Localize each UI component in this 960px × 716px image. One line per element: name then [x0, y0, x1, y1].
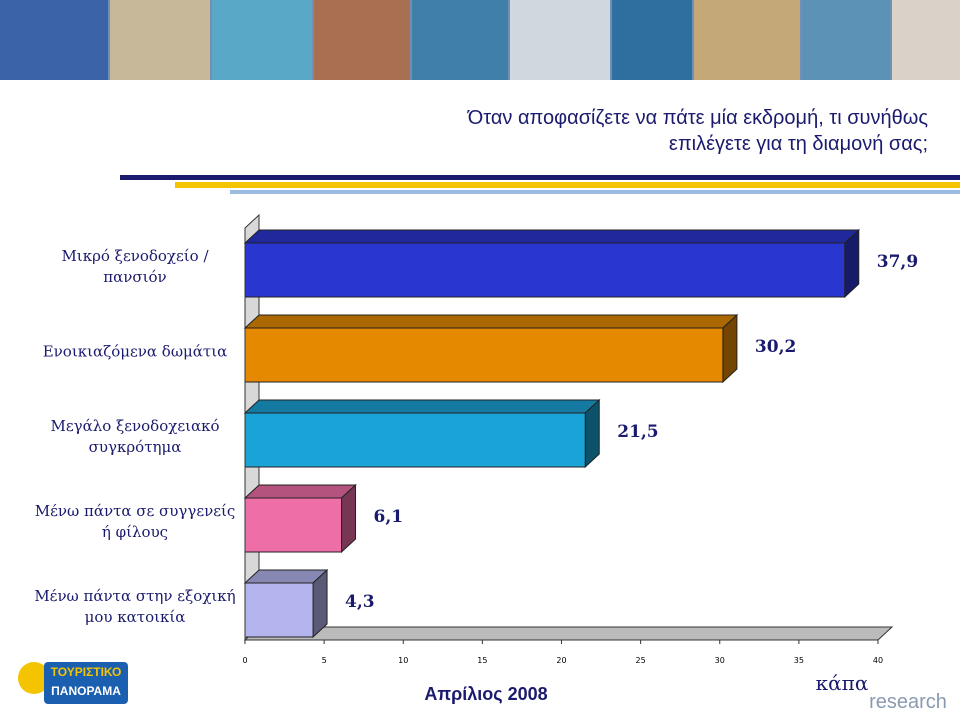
- plot: 0 5 10 15 20 25 30 35 40 37,9 30,2 21,5 6,1 4,3: [242, 213, 918, 665]
- x-tick-label: 5: [322, 656, 327, 665]
- x-tick-label: 20: [556, 656, 566, 665]
- footer-date: Απρίλιος 2008: [424, 684, 547, 704]
- category-label: Ενοικιαζόμενα δωμάτια: [42, 342, 228, 361]
- value-label: 30,2: [755, 337, 796, 357]
- logo-left: ΤΟΥΡΙΣΤΙΚΟ ΠΑΝΟΡΑΜΑ: [18, 662, 128, 704]
- category-label: Μικρό ξενοδοχείο / πανσιόν: [61, 247, 209, 286]
- x-tick-label: 0: [242, 656, 247, 665]
- x-tick-label: 25: [636, 656, 646, 665]
- bar-top: [243, 229, 861, 244]
- photo-strip: [0, 0, 960, 80]
- bar-top: [243, 314, 739, 329]
- value-label: 4,3: [345, 592, 375, 612]
- logo-text: ΠΑΝΟΡΑΜΑ: [51, 684, 121, 698]
- title-rule: [120, 175, 960, 194]
- floor: [243, 626, 894, 641]
- bar: [244, 327, 724, 383]
- bar-top: [243, 399, 601, 414]
- x-tick-label: 15: [477, 656, 487, 665]
- value-label: 37,9: [877, 252, 918, 272]
- logo-text: κάπα: [816, 671, 869, 695]
- category-label: Μεγάλο ξενοδοχειακό συγκρότημα: [50, 417, 220, 456]
- bar: [244, 582, 314, 638]
- chart-subtitle: επιλέγετε για τη διαμονή σας;: [669, 133, 928, 155]
- logo-right: κάπα research: [816, 671, 947, 713]
- value-label: 21,5: [617, 422, 658, 442]
- category-label: Μένω πάντα στην εξοχική μου κατοικία: [34, 587, 236, 626]
- logo-text: ΤΟΥΡΙΣΤΙΚΟ: [51, 665, 122, 679]
- bar: [244, 412, 586, 468]
- x-tick-label: 40: [873, 656, 883, 665]
- x-tick-label: 10: [398, 656, 408, 665]
- bar-top: [243, 484, 357, 499]
- chart-title: Όταν αποφασίζετε να πάτε μία εκδρομή, τι…: [467, 107, 929, 129]
- category-label: Μένω πάντα σε συγγενείς ή φίλους: [34, 502, 236, 541]
- x-tick-label: 35: [794, 656, 804, 665]
- bar: [244, 242, 846, 298]
- bar: [244, 497, 343, 553]
- logo-text: research: [869, 691, 947, 713]
- value-label: 6,1: [374, 507, 404, 527]
- x-tick-label: 30: [715, 656, 725, 665]
